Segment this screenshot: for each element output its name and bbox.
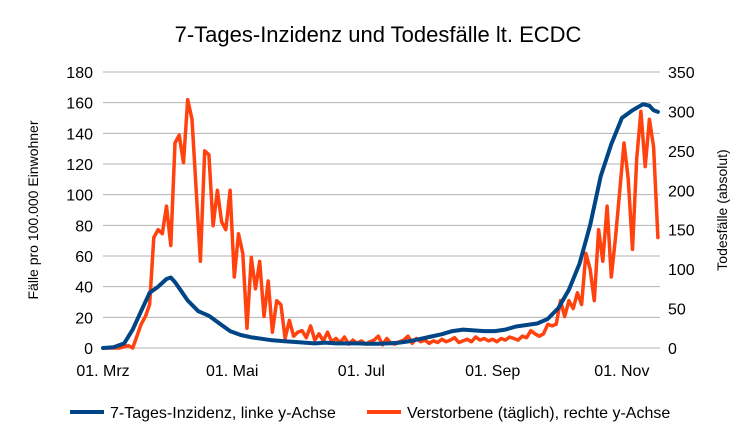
y-right-tick-label: 300 — [668, 104, 695, 121]
legend-label-incidence: 7-Tages-Inzidenz, linke y-Achse — [110, 405, 336, 422]
y-left-tick-label: 0 — [84, 341, 93, 358]
x-tick-label: 01. Mai — [206, 363, 258, 380]
y-left-tick-label: 120 — [66, 157, 93, 174]
legend: 7-Tages-Inzidenz, linke y-Achse Verstorb… — [70, 405, 670, 422]
y-axis-left-ticks: 0 20 40 60 80 100 120 140 160 180 — [66, 65, 93, 358]
x-axis-ticks: 01. Mrz 01. Mai 01. Jul 01. Sep 01. Nov — [76, 363, 649, 380]
y-axis-left-label: Fälle pro 100.000 Einwohner — [25, 120, 41, 299]
y-left-tick-label: 20 — [75, 310, 93, 327]
y-right-tick-label: 200 — [668, 183, 695, 200]
x-tick-label: 01. Mrz — [76, 363, 129, 380]
y-axis-right-ticks: 0 50 100 150 200 250 300 350 — [668, 65, 695, 358]
y-left-tick-label: 80 — [75, 218, 93, 235]
series-line-deaths — [101, 97, 660, 350]
y-axis-right-label: Todesfälle (absolut) — [714, 149, 730, 270]
y-right-tick-label: 0 — [668, 341, 677, 358]
y-right-tick-label: 350 — [668, 65, 695, 82]
y-right-tick-label: 250 — [668, 144, 695, 161]
y-left-tick-label: 40 — [75, 280, 93, 297]
y-right-tick-label: 50 — [668, 302, 686, 319]
x-tick-label: 01. Nov — [594, 363, 649, 380]
y-left-tick-label: 160 — [66, 96, 93, 113]
y-left-tick-label: 140 — [66, 126, 93, 143]
series-lines — [101, 97, 660, 350]
series-line-incidence — [101, 102, 660, 350]
x-tick-label: 01. Sep — [465, 363, 520, 380]
y-right-tick-label: 100 — [668, 262, 695, 279]
y-left-tick-label: 180 — [66, 65, 93, 82]
y-left-tick-label: 60 — [75, 249, 93, 266]
y-left-tick-label: 100 — [66, 188, 93, 205]
legend-label-deaths: Verstorbene (täglich), rechte y-Achse — [407, 405, 670, 422]
y-right-tick-label: 150 — [668, 223, 695, 240]
chart-title: 7-Tages-Inzidenz und Todesfälle lt. ECDC — [175, 22, 582, 47]
x-tick-label: 01. Jul — [338, 363, 385, 380]
